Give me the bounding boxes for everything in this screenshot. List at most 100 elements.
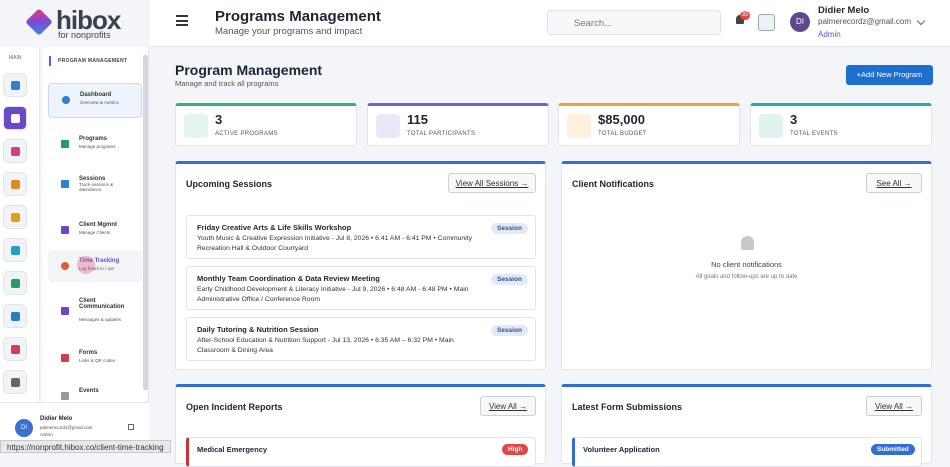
rail-button[interactable] [3,271,27,295]
status-bar: https://nonprofit.hibox.co/client-time-t… [0,440,171,453]
nav-sub: Track sessions & attendance [79,182,114,192]
logout[interactable] [128,424,134,430]
panel-button[interactable]: View All → [866,396,922,416]
rail-button[interactable] [3,370,27,394]
nav-title: Programs [79,136,108,142]
panel-title: Open Incident Reports [186,402,283,412]
header-name: Didier Melo [818,5,870,16]
rail-button[interactable] [3,304,27,328]
form-badge: Submitted [871,444,915,455]
monitor-button[interactable] [758,14,775,31]
session-item[interactable]: Monthly Team Coordination & Data Review … [186,266,536,310]
rail-button[interactable] [3,205,27,229]
form-item[interactable]: Volunteer Application Submitted [572,437,922,467]
add-button[interactable]: +Add New Program [846,65,933,85]
menu-button[interactable] [176,15,188,26]
nav-item[interactable]: Events [48,380,142,412]
nav-sub: Overview & metrics [80,100,119,105]
stat-value: 3 [790,112,798,127]
bell[interactable] [736,15,744,24]
sidebar-section: PROGRAM MANAGEMENT [58,58,128,64]
nav-item[interactable]: Sessions Track sessions & attendance [48,168,142,200]
rail-icon [11,312,20,321]
rail-button[interactable] [3,172,27,196]
session-badge: Session [491,274,528,285]
scrollbar [143,55,148,390]
session-item[interactable]: Daily Tutoring & Nutrition Session After-… [186,317,536,361]
user-name: Didier Melo [40,416,73,422]
rail-button[interactable] [3,337,27,361]
rail-button[interactable] [3,139,27,163]
nav-item[interactable]: Time Tracking Log hours in / out [48,250,142,282]
stat-icon [184,114,208,138]
stat-label: ACTIVE PROGRAMS [215,131,278,137]
nav-item[interactable]: Dashboard Overview & metrics [48,83,142,118]
session-title: Monthly Team Coordination & Data Review … [197,274,380,283]
session-title: Daily Tutoring & Nutrition Session [197,325,319,334]
nav-sub: Messages & updates [79,317,122,322]
panel-button[interactable]: See All → [866,173,922,193]
nav-item[interactable]: Client Communication Messages & updates [48,295,142,327]
panel-title: Latest Form Submissions [572,402,683,412]
nav-icon [61,180,69,188]
nav-item[interactable]: Programs Manage programs [48,128,142,160]
nav-sub: Manage programs [79,144,116,149]
rail-icon [11,246,20,255]
panel-button[interactable]: View All Sessions → [448,173,536,193]
rail-icon [11,147,20,156]
nav-title: Client Mgmnt [79,222,117,228]
header-subtitle: Manage your programs and impact [215,26,363,37]
nav-title: Client Communication [79,298,125,310]
notification-badge: 35 [740,11,750,20]
rail-icon [11,213,20,222]
nav-icon [61,262,69,270]
page-title: Program Management [175,62,323,78]
stat-card: $85,000 TOTAL BUDGET [558,103,740,146]
section-bar [49,56,51,66]
nav-icon [61,354,69,362]
nav-sub: Manage Clients [79,230,111,235]
rail-button[interactable] [3,73,27,97]
header-title: Programs Management [215,8,381,25]
session-detail: After-School Education & Nutrition Suppo… [197,337,454,354]
rail-icon [11,81,20,90]
nav-title: Time Tracking [79,258,120,264]
session-title: Friday Creative Arts & Life Skills Works… [197,223,352,232]
session-detail: Early Childhood Development & Literacy I… [197,286,469,303]
empty-bell [741,236,754,250]
nav-icon [61,392,69,400]
nav-icon [61,140,69,148]
panel-button[interactable]: View All → [480,396,536,416]
panel: Upcoming Sessions View All Sessions → Frid… [175,161,546,370]
nav-item[interactable]: Client Mgmnt Manage Clients [48,214,142,246]
stat-value: 3 [215,112,223,127]
rail-icon [11,378,20,387]
header-role: Admin [818,30,841,39]
header-avatar[interactable]: DI [790,12,810,32]
search[interactable]: Search... [547,10,721,35]
rail-button[interactable] [3,238,27,262]
session-item[interactable]: Friday Creative Arts & Life Skills Works… [186,215,536,259]
incident-item[interactable]: Medical Emergency High [186,437,536,467]
stat-label: TOTAL PARTICIPANTS [407,131,476,137]
panel-title: Client Notifications [572,179,655,189]
nav-item[interactable]: Forms Links & QR codes [48,342,142,374]
stat-value: 115 [407,112,428,127]
stat-card: 3 TOTAL EVENTS [750,103,932,146]
rail-icon [11,345,20,354]
empty-title: No client notifications [711,260,782,269]
stat-card: 115 TOTAL PARTICIPANTS [367,103,549,146]
rail-button[interactable] [3,106,27,130]
stat-icon [376,114,400,138]
nav-sub: Links & QR codes [79,358,116,363]
cursor-hover [77,256,95,274]
page-subtitle: Manage and track all programs [175,79,279,88]
stat-card: 3 ACTIVE PROGRAMS [175,103,357,146]
form-title: Volunteer Application [583,445,660,454]
stat-icon [567,114,591,138]
stat-icon [759,114,783,138]
panel: Open Incident Reports View All → Medical E… [175,384,546,467]
incident-badge: High [502,444,529,455]
stat-value: $85,000 [598,112,645,127]
logo-mark [25,8,53,36]
